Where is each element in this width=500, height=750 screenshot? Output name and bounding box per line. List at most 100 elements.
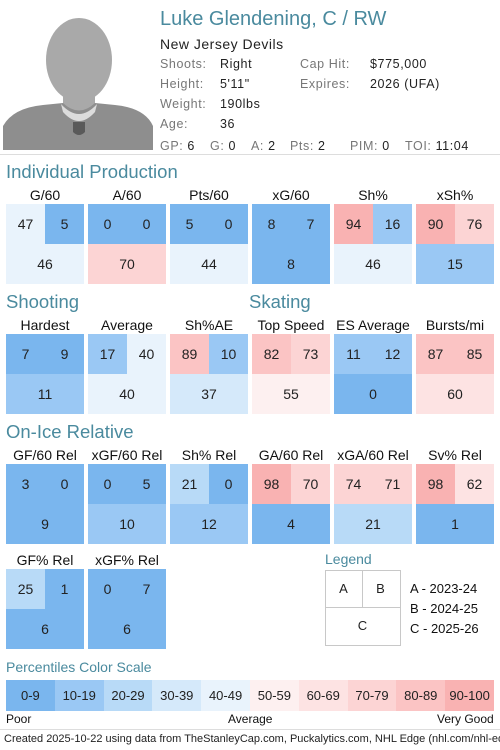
- team-name: New Jersey Devils: [160, 36, 284, 52]
- stat-label-average: Average: [101, 317, 153, 333]
- age-label: Age:: [160, 117, 189, 131]
- cell-c: 4: [252, 504, 330, 544]
- legend-cell-c: C: [357, 618, 368, 633]
- weight-label: Weight:: [160, 97, 207, 111]
- cell-c: 46: [334, 244, 412, 284]
- stat-label-pts-60: Pts/60: [189, 187, 229, 203]
- cell-a: 0: [88, 569, 127, 609]
- scale-bin: 20-29: [103, 680, 153, 711]
- scale-very-good: Very Good: [437, 712, 494, 726]
- cell-b: 7: [291, 204, 330, 244]
- pts-label: Pts:: [290, 139, 314, 153]
- team-logo-icon: [73, 122, 85, 135]
- divider: [0, 154, 500, 155]
- scale-bin: 30-39: [152, 680, 202, 711]
- cell-b: 70: [291, 464, 330, 504]
- legend-cell-a: A: [339, 581, 348, 596]
- legend-c-desc: C - 2025-26: [410, 621, 479, 636]
- cell-c: 9: [6, 504, 84, 544]
- cell-b: 5: [127, 464, 166, 504]
- cell-a: 87: [416, 334, 455, 374]
- stat-label-gf-rel: GF% Rel: [16, 552, 74, 568]
- scale-bin: 90-100: [445, 680, 494, 711]
- cell-a: 5: [170, 204, 209, 244]
- scale-bin: 60-69: [298, 680, 348, 711]
- expires-value: 2026 (UFA): [370, 77, 440, 91]
- cell-c: 46: [6, 244, 84, 284]
- g-value: 0: [228, 139, 237, 153]
- player-headshot: [3, 8, 153, 150]
- age-value: 36: [220, 117, 236, 131]
- cell-b: 0: [209, 464, 248, 504]
- height-label: Height:: [160, 77, 204, 91]
- legend-box: [325, 570, 401, 646]
- scale-bin: 40-49: [201, 680, 250, 711]
- height-value: 5'11": [220, 77, 250, 91]
- cell-a: 94: [334, 204, 373, 244]
- g-label: G:: [210, 139, 225, 153]
- section-on-ice-relative: On-Ice Relative: [6, 421, 134, 442]
- cell-a: 7: [6, 334, 45, 374]
- legend-title: Legend: [325, 551, 372, 567]
- gp-value: 6: [187, 139, 195, 153]
- stat-label-xgf-60-rel: xGF/60 Rel: [91, 447, 163, 463]
- legend-a-desc: A - 2023-24: [410, 581, 478, 596]
- cell-c: 55: [252, 374, 330, 414]
- cell-a: 89: [170, 334, 209, 374]
- cell-c: 37: [170, 374, 248, 414]
- shoots-row: Shoots:: [160, 57, 207, 71]
- stat-label-g-60: G/60: [29, 187, 61, 203]
- cell-a: 98: [252, 464, 291, 504]
- cell-c: 44: [170, 244, 248, 284]
- pim-label: PIM:: [350, 139, 379, 153]
- cell-c: 6: [6, 609, 84, 649]
- toi-value: 11:04: [435, 139, 469, 153]
- section-individual-production: Individual Production: [6, 161, 178, 182]
- section-shooting: Shooting: [6, 291, 80, 312]
- cell-a: 25: [6, 569, 45, 609]
- scale-bin: 10-19: [54, 680, 104, 711]
- cell-c: 1: [416, 504, 494, 544]
- legend-divider-h: [325, 607, 400, 608]
- stat-label-hardest: Hardest: [20, 317, 70, 333]
- a-label: A:: [251, 139, 265, 153]
- cell-c: 8: [252, 244, 330, 284]
- legend-b-desc: B - 2024-25: [410, 601, 478, 616]
- cell-a: 0: [88, 464, 127, 504]
- stat-label-sh-rel: Sh% Rel: [181, 447, 237, 463]
- cell-b: 40: [127, 334, 166, 374]
- cell-a: 74: [334, 464, 373, 504]
- scale-poor: Poor: [6, 712, 32, 726]
- cell-b: 7: [127, 569, 166, 609]
- cell-a: 98: [416, 464, 455, 504]
- a-value: 2: [268, 139, 276, 153]
- stat-label-xga-60-rel: xGA/60 Rel: [337, 447, 409, 463]
- cell-c: 10: [88, 504, 166, 544]
- cell-a: 47: [6, 204, 45, 244]
- cell-b: 0: [45, 464, 84, 504]
- player-name: Luke Glendening, C / RW: [160, 8, 387, 30]
- cell-a: 11: [334, 334, 373, 374]
- stat-label-sh-ae: Sh%AE: [184, 317, 234, 333]
- cell-a: 90: [416, 204, 455, 244]
- cell-b: 85: [455, 334, 494, 374]
- weight-value: 190lbs: [220, 97, 261, 111]
- cell-b: 12: [373, 334, 412, 374]
- footer-credits: Created 2025-10-22 using data from TheSt…: [4, 733, 500, 745]
- legend-cell-b: B: [376, 581, 385, 596]
- scale-bin: 50-59: [250, 680, 299, 711]
- stat-label-bursts-mi: Bursts/mi: [425, 317, 485, 333]
- scale-title: Percentiles Color Scale: [6, 659, 152, 675]
- scale-average: Average: [228, 712, 273, 726]
- cell-b: 62: [455, 464, 494, 504]
- cell-b: 73: [291, 334, 330, 374]
- cell-b: 76: [455, 204, 494, 244]
- cell-c: 70: [88, 244, 166, 284]
- cell-c: 60: [416, 374, 494, 414]
- shoots-value: Right: [220, 57, 253, 71]
- cell-a: 3: [6, 464, 45, 504]
- expires-label: Expires:: [300, 77, 350, 91]
- cell-b: 10: [209, 334, 248, 374]
- cell-b: 71: [373, 464, 412, 504]
- scale-bin: 80-89: [396, 680, 446, 711]
